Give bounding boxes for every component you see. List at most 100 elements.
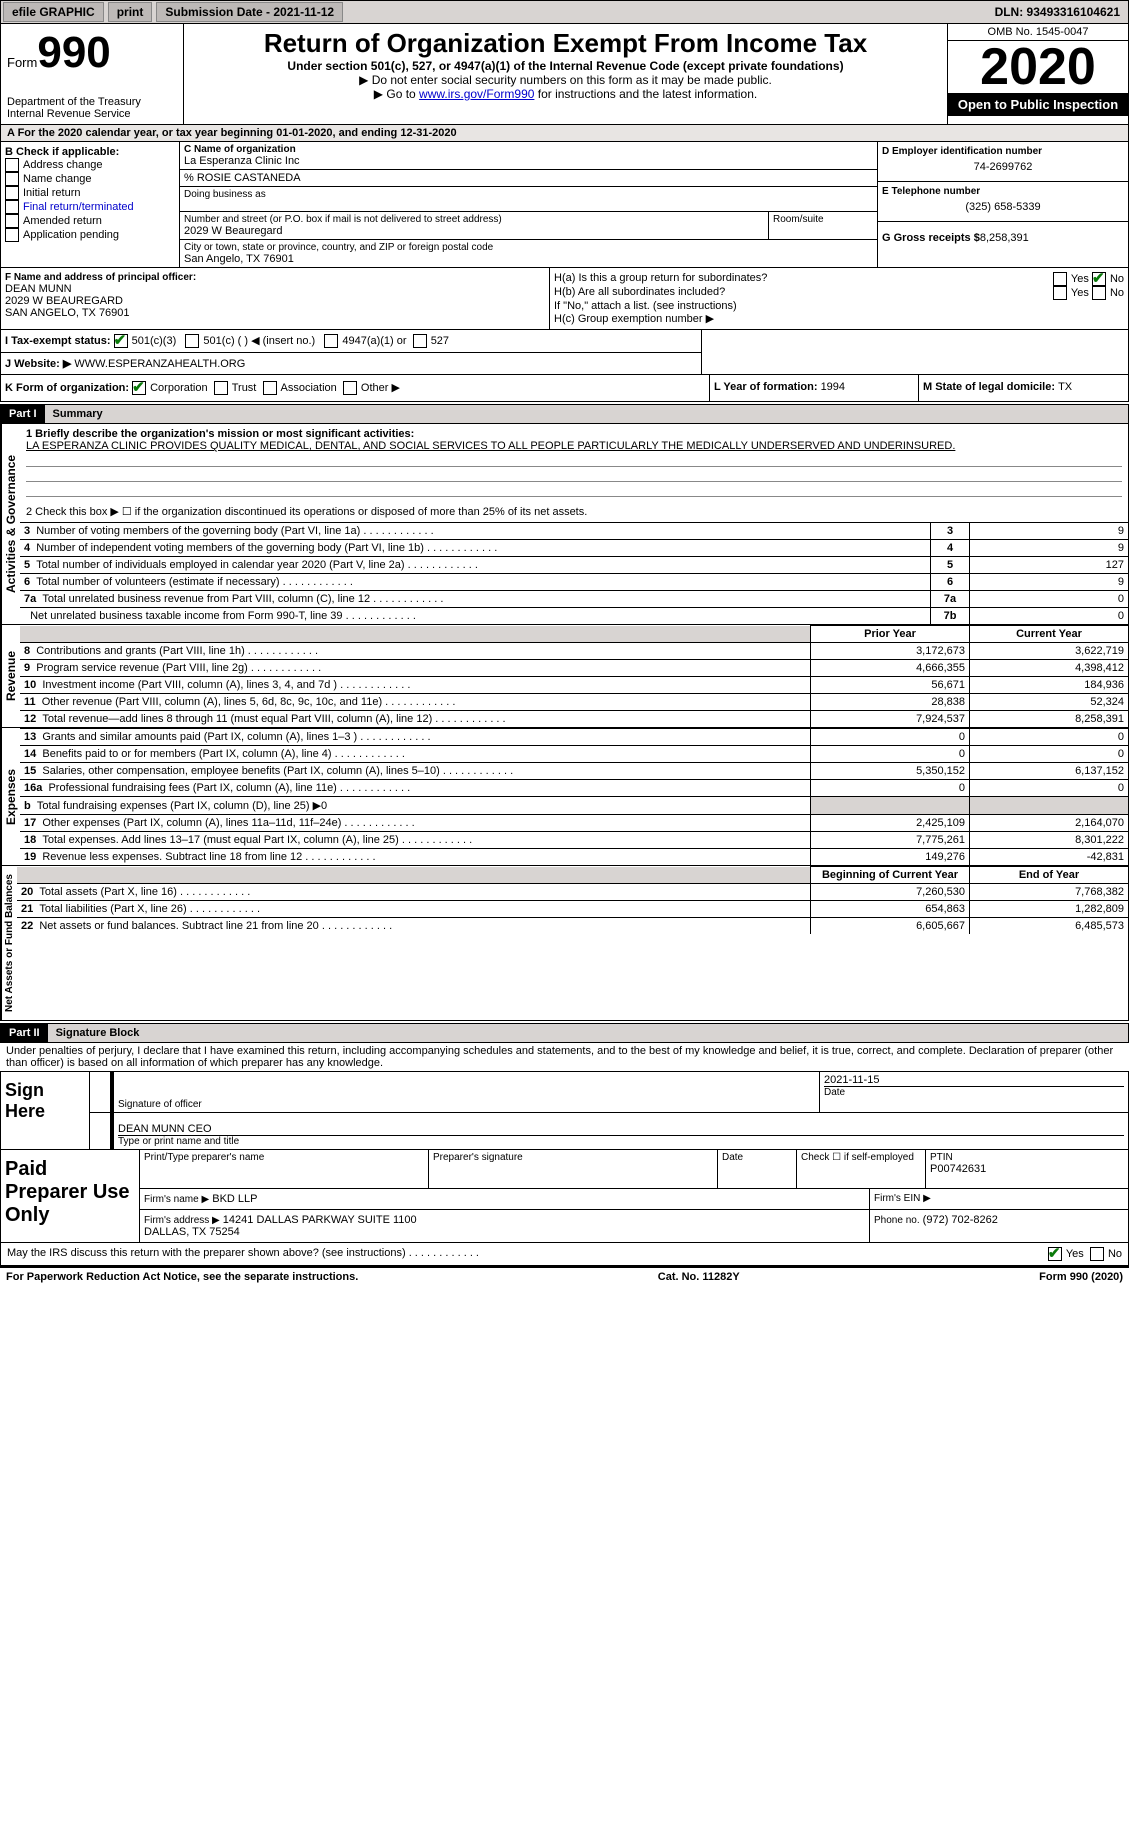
paid-preparer-block: Paid Preparer Use Only Print/Type prepar…	[0, 1150, 1129, 1243]
part1-header-row: Part I Summary	[0, 404, 1129, 424]
opt-501c: 501(c) ( ) ◀ (insert no.)	[203, 335, 315, 347]
sign-here-block: Sign Here Signature of officer 2021-11-1…	[0, 1071, 1129, 1150]
website-label: J Website: ▶	[5, 358, 71, 370]
hc-label: H(c) Group exemption number ▶	[554, 312, 1124, 325]
col-curr: Current Year	[970, 626, 1129, 643]
box-h: H(a) Is this a group return for subordin…	[550, 268, 1128, 329]
checkbox-name-change[interactable]	[5, 172, 19, 186]
mission-text: LA ESPERANZA CLINIC PROVIDES QUALITY MED…	[26, 440, 1122, 452]
yes-label2: Yes	[1071, 287, 1089, 299]
discuss-yes-label: Yes	[1066, 1248, 1084, 1260]
netassets-block: Net Assets or Fund Balances Beginning of…	[0, 866, 1129, 1021]
ein-value: 74-2699762	[882, 157, 1124, 177]
cb-527[interactable]	[413, 334, 427, 348]
discuss-no[interactable]	[1090, 1247, 1104, 1261]
revenue-block: Revenue Prior YearCurrent Year 8 Contrib…	[0, 625, 1129, 728]
vtext-expenses: Expenses	[1, 728, 20, 865]
ha-yes[interactable]	[1053, 272, 1067, 286]
efile-graphic-button[interactable]: efile GRAPHIC	[3, 2, 104, 22]
table-row: 4 Number of independent voting members o…	[20, 540, 1128, 557]
box-b: B Check if applicable: Address change Na…	[1, 142, 180, 267]
officer-addr1: 2029 W BEAUREGARD	[5, 295, 545, 307]
inspection-label: Open to Public Inspection	[948, 93, 1128, 116]
table-row: b Total fundraising expenses (Part IX, c…	[20, 797, 1128, 815]
cb-501c[interactable]	[185, 334, 199, 348]
hb-label: H(b) Are all subordinates included?	[554, 286, 1053, 300]
checkbox-address-change[interactable]	[5, 158, 19, 172]
page-title: Return of Organization Exempt From Incom…	[188, 28, 943, 59]
irs-link[interactable]: www.irs.gov/Form990	[419, 87, 534, 101]
fh-row: F Name and address of principal officer:…	[0, 268, 1129, 330]
hb-no[interactable]	[1092, 286, 1106, 300]
box-c: C Name of organization La Esperanza Clin…	[180, 142, 878, 267]
table-row: 5 Total number of individuals employed i…	[20, 557, 1128, 574]
no-label2: No	[1110, 287, 1124, 299]
org-name: La Esperanza Clinic Inc	[184, 155, 873, 167]
checkbox-app-pending[interactable]	[5, 228, 19, 242]
room-label: Room/suite	[768, 212, 877, 239]
cb-other[interactable]	[343, 381, 357, 395]
line1-label: 1 Briefly describe the organization's mi…	[26, 428, 1122, 440]
part1-title: Summary	[45, 405, 1128, 423]
opt-initial-return: Initial return	[23, 187, 80, 199]
phone-value: (325) 658-5339	[882, 197, 1124, 217]
period-begin: 01-01-2020	[276, 127, 332, 139]
table-row: 17 Other expenses (Part IX, column (A), …	[20, 815, 1128, 832]
discuss-row: May the IRS discuss this return with the…	[0, 1243, 1129, 1266]
tax-year: 2020	[948, 41, 1128, 93]
officer-addr2: SAN ANGELO, TX 76901	[5, 307, 545, 319]
sig-date: 2021-11-15	[824, 1074, 1124, 1086]
checkbox-initial-return[interactable]	[5, 186, 19, 200]
checkbox-amended[interactable]	[5, 214, 19, 228]
ptin-value: P00742631	[930, 1163, 1124, 1175]
dba-label: Doing business as	[180, 187, 877, 212]
officer-label: F Name and address of principal officer:	[5, 272, 545, 283]
hb-yes[interactable]	[1053, 286, 1067, 300]
opt-other: Other ▶	[361, 382, 400, 394]
cb-501c3[interactable]	[114, 334, 128, 348]
col-boy: Beginning of Current Year	[811, 867, 970, 884]
box-f: F Name and address of principal officer:…	[1, 268, 550, 329]
city-label: City or town, state or province, country…	[184, 242, 873, 253]
table-row: 10 Investment income (Part VIII, column …	[20, 677, 1128, 694]
domicile-value: TX	[1058, 381, 1072, 393]
table-row: 9 Program service revenue (Part VIII, li…	[20, 660, 1128, 677]
warn2-post: for instructions and the latest informat…	[534, 87, 757, 101]
care-of: % ROSIE CASTANEDA	[180, 170, 877, 187]
firm-phone-label: Phone no.	[874, 1215, 920, 1226]
ptin-label: PTIN	[930, 1152, 1124, 1163]
year-formation: 1994	[821, 381, 845, 393]
paid-preparer-label: Paid Preparer Use Only	[1, 1150, 140, 1242]
warn2: ▶ Go to www.irs.gov/Form990 for instruct…	[188, 87, 943, 101]
klm-row: K Form of organization: Corporation Trus…	[0, 375, 1129, 402]
officer-name-label: Type or print name and title	[118, 1135, 1124, 1147]
hb-note: If "No," attach a list. (see instruction…	[554, 300, 1124, 312]
col-prior: Prior Year	[811, 626, 970, 643]
footer-left: For Paperwork Reduction Act Notice, see …	[6, 1271, 358, 1283]
ij-row: I Tax-exempt status: 501(c)(3) 501(c) ( …	[0, 330, 1129, 375]
table-row: 6 Total number of volunteers (estimate i…	[20, 574, 1128, 591]
governance-block: Activities & Governance 1 Briefly descri…	[0, 424, 1129, 625]
vtext-netassets: Net Assets or Fund Balances	[1, 866, 17, 1020]
opt-trust: Trust	[232, 382, 257, 394]
dept-label: Department of the Treasury Internal Reve…	[7, 96, 177, 120]
cb-4947[interactable]	[324, 334, 338, 348]
cb-corp[interactable]	[132, 381, 146, 395]
year-block: OMB No. 1545-0047 2020 Open to Public In…	[948, 24, 1128, 124]
part1-header: Part I	[1, 405, 45, 423]
print-button[interactable]: print	[108, 2, 153, 22]
table-row: 20 Total assets (Part X, line 16)7,260,5…	[17, 884, 1128, 901]
checkbox-final-return[interactable]	[5, 200, 19, 214]
cb-assoc[interactable]	[263, 381, 277, 395]
cb-trust[interactable]	[214, 381, 228, 395]
table-row: 19 Revenue less expenses. Subtract line …	[20, 849, 1128, 866]
ha-no[interactable]	[1092, 272, 1106, 286]
opt-amended: Amended return	[23, 215, 102, 227]
no-label: No	[1110, 273, 1124, 285]
opt-final-return: Final return/terminated	[23, 201, 134, 213]
period-mid: , and ending	[332, 127, 400, 139]
opt-corp: Corporation	[150, 382, 207, 394]
ein-label: D Employer identification number	[882, 146, 1124, 157]
discuss-label: May the IRS discuss this return with the…	[7, 1247, 406, 1259]
discuss-yes[interactable]	[1048, 1247, 1062, 1261]
